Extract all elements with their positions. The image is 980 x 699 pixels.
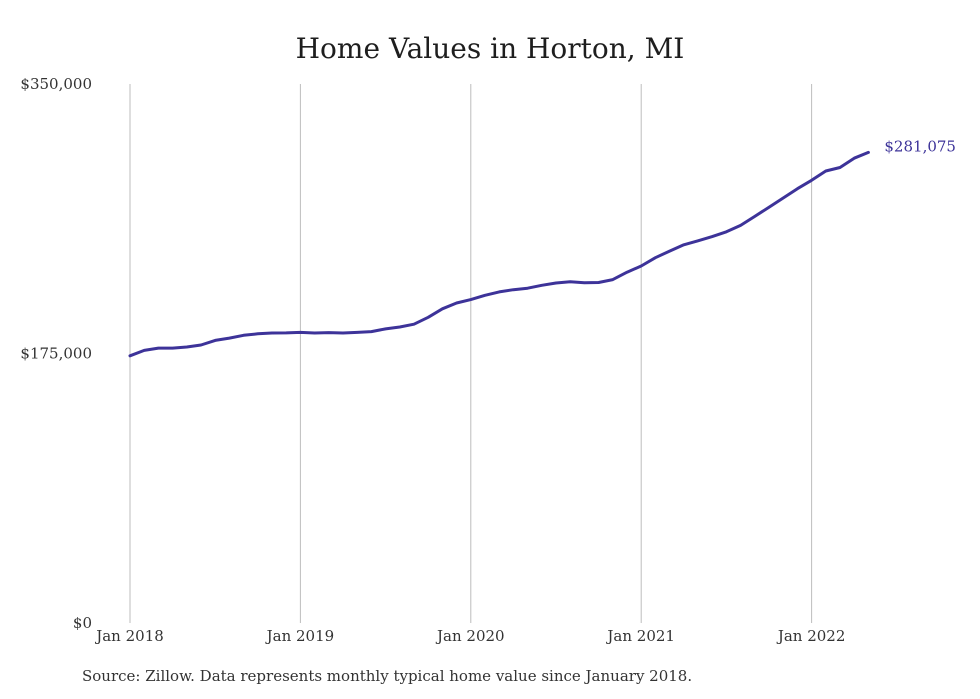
source-note: Source: Zillow. Data represents monthly … [82, 667, 693, 685]
y-tick-label: $175,000 [20, 345, 92, 363]
x-axis-ticks: Jan 2018 Jan 2019 Jan 2020 Jan 2021 Jan 2022 [94, 627, 845, 645]
x-tick-label: Jan 2021 [605, 627, 675, 645]
x-tick-label: Jan 2019 [265, 627, 335, 645]
end-label-layer: $281,075 [884, 137, 956, 155]
y-tick-label: $0 [73, 614, 92, 632]
x-tick-label: Jan 2022 [776, 627, 846, 645]
x-tick-label: Jan 2018 [94, 627, 164, 645]
y-tick-label: $350,000 [20, 75, 92, 93]
end-value-label: $281,075 [884, 137, 956, 155]
chart-title: Home Values in Horton, MI [295, 32, 685, 65]
x-tick-label: Jan 2020 [435, 627, 505, 645]
series-layer [128, 150, 870, 358]
series-line [128, 150, 870, 358]
y-axis-ticks: $0 $175,000 $350,000 [20, 75, 92, 632]
grid-layer [129, 84, 813, 623]
